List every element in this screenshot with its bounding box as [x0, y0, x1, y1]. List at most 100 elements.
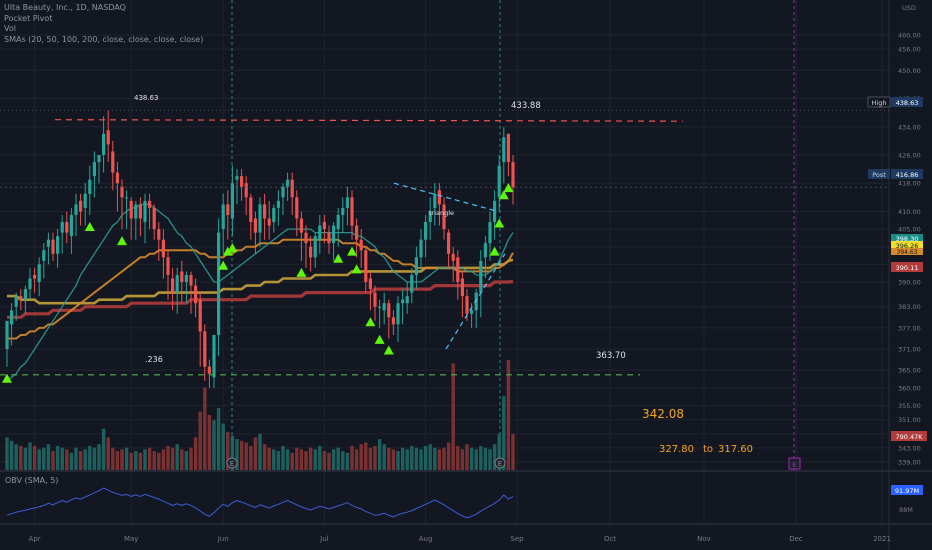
- volume-bar: [295, 447, 299, 470]
- price-tick: 365.00: [898, 367, 921, 375]
- volume-bar: [28, 442, 32, 470]
- drawings[interactable]: [0, 110, 889, 376]
- candle: [42, 243, 46, 279]
- candle: [65, 211, 69, 244]
- indicator-volume[interactable]: Vol: [4, 24, 16, 33]
- volume-bar: [5, 437, 9, 470]
- candle-body: [102, 133, 106, 155]
- volume-bar: [465, 444, 469, 470]
- candle-body: [345, 197, 349, 208]
- volume-bar: [479, 445, 483, 470]
- candle: [253, 211, 257, 254]
- volume-bar: [97, 444, 101, 470]
- volume-bar: [115, 451, 120, 470]
- candle: [456, 250, 460, 300]
- volume-bar: [359, 444, 363, 470]
- volume-bar: [410, 445, 414, 470]
- candle: [157, 222, 161, 261]
- candle-body: [419, 239, 423, 258]
- candle: [410, 267, 414, 304]
- month-tick: Aug: [419, 535, 433, 543]
- volume-bar: [166, 445, 170, 470]
- pocket-pivot-marker: [494, 218, 505, 228]
- month-tick: Dec: [789, 535, 803, 543]
- candle: [79, 193, 83, 226]
- candle: [327, 225, 331, 254]
- candle-body: [460, 278, 464, 297]
- symbol-title[interactable]: Ulta Beauty, Inc., 1D, NASDAQ: [4, 3, 126, 12]
- candle: [258, 197, 262, 247]
- candle: [51, 232, 55, 261]
- candle-body: [373, 292, 377, 307]
- volume-bar: [419, 449, 423, 470]
- candle-body: [115, 172, 119, 184]
- candle-body: [180, 271, 184, 283]
- candle-body: [488, 222, 492, 244]
- candle: [184, 271, 188, 304]
- candle: [74, 193, 78, 237]
- candle-body: [235, 176, 239, 180]
- volume-bar: [387, 447, 391, 470]
- candle-body: [465, 296, 469, 314]
- volume-bar: [226, 432, 230, 470]
- indicator-smas[interactable]: SMAs (20, 50, 100, 200, close, close, cl…: [4, 34, 204, 44]
- obv-badge: 91.97M: [891, 485, 923, 495]
- month-tick: Jul: [319, 535, 329, 543]
- pocket-pivot-marker: [374, 334, 385, 344]
- volume-bar: [106, 437, 110, 470]
- candle: [488, 211, 492, 261]
- candle-body: [226, 204, 230, 215]
- volume-bar: [253, 437, 258, 470]
- candle-body: [272, 207, 276, 223]
- volume-bar: [19, 445, 23, 470]
- svg-text:E: E: [792, 461, 796, 469]
- candle-body: [203, 331, 207, 367]
- volume-bar: [92, 447, 97, 470]
- volume-bar: [377, 439, 382, 470]
- volume-bar: [120, 449, 124, 470]
- indicator-pocket-pivot[interactable]: Pocket Pivot: [4, 13, 53, 23]
- candle: [364, 246, 368, 293]
- volume-bar: [272, 449, 276, 470]
- volume-bar: [157, 452, 161, 470]
- candle: [198, 292, 202, 367]
- candle: [322, 214, 326, 244]
- candle-body: [391, 317, 395, 325]
- volume-bar: [175, 444, 179, 470]
- candle-body: [437, 190, 441, 205]
- candle: [14, 292, 18, 321]
- candle-body: [456, 257, 460, 283]
- price-tick: 460.00: [898, 32, 921, 40]
- candle-body: [497, 165, 501, 198]
- earnings-marker[interactable]: E: [226, 457, 238, 469]
- candle: [451, 246, 455, 283]
- time-axis[interactable]: Apr May Jun Jul Aug Sep Oct Nov Dec 2021: [29, 535, 891, 543]
- candle-body: [350, 197, 354, 226]
- volume-bar: [456, 445, 460, 470]
- price-tick: 351.00: [898, 416, 921, 424]
- candle-body: [161, 239, 165, 258]
- price-tick: 383.00: [898, 303, 921, 311]
- range-from-label: 327.80: [659, 444, 694, 455]
- month-tick: Nov: [697, 535, 711, 543]
- price-tick: 410.00: [898, 208, 921, 216]
- candle: [249, 193, 253, 240]
- volume-bar: [313, 449, 317, 470]
- candle-body: [451, 253, 455, 261]
- candle-body: [405, 296, 409, 304]
- pocket-pivot-marker: [347, 246, 357, 256]
- price-tick: 371.00: [898, 346, 921, 354]
- svg-text:E: E: [230, 460, 234, 468]
- candle-body: [253, 218, 257, 233]
- candle-body: [240, 176, 244, 187]
- earnings-marker[interactable]: E: [494, 457, 506, 469]
- volume-bar: [451, 363, 455, 470]
- volume-bar: [502, 396, 506, 470]
- candle: [226, 190, 230, 240]
- candle: [129, 197, 133, 240]
- sma-badges: 398.30 396.26 394.63 390.11: [891, 234, 923, 272]
- obv-title: OBV (SMA, 5): [5, 476, 58, 485]
- candle-body: [129, 200, 133, 219]
- earnings-marker-upcoming[interactable]: E: [788, 457, 801, 470]
